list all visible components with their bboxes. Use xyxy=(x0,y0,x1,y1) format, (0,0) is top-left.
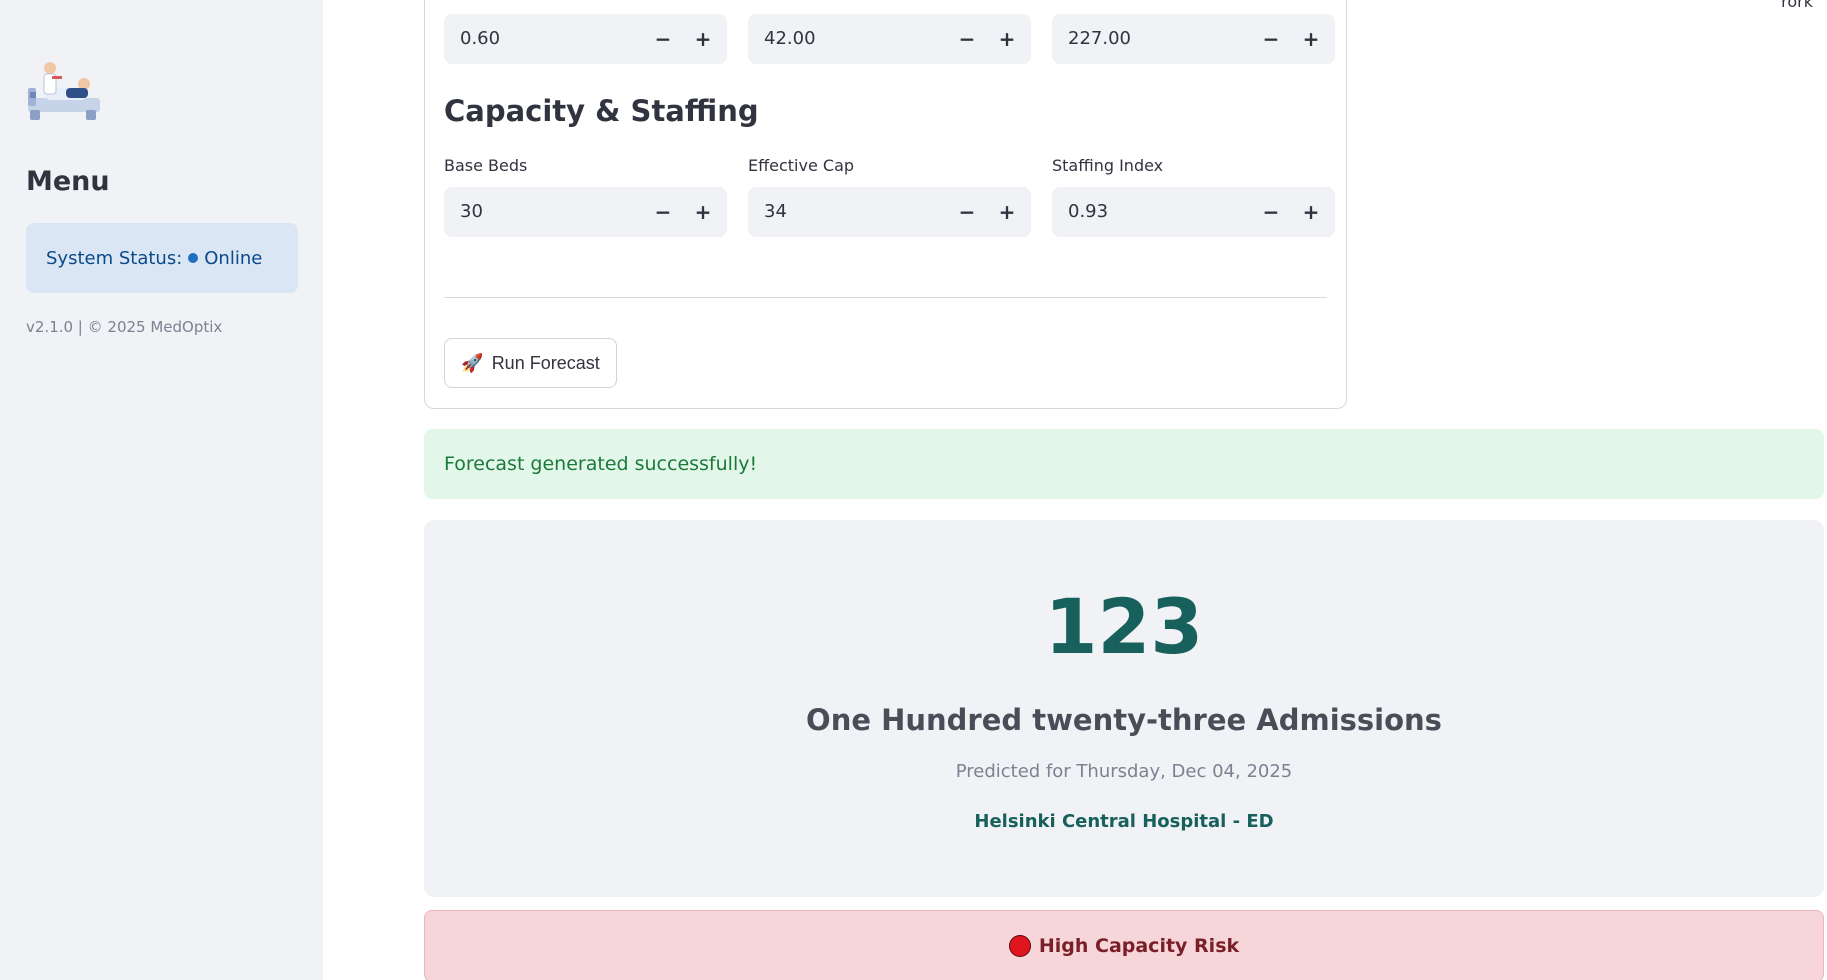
version-text: v2.1.0 | © 2025 MedOptix xyxy=(26,318,223,336)
decrement-button[interactable]: − xyxy=(1262,200,1280,224)
capacity-risk-alert: High Capacity Risk xyxy=(424,910,1824,980)
system-status-box: System Status: Online xyxy=(26,223,298,293)
forecast-result-card: 123 One Hundred twenty-three Admissions … xyxy=(424,520,1824,897)
increment-button[interactable]: + xyxy=(694,27,712,51)
increment-button[interactable]: + xyxy=(998,27,1016,51)
predicted-admissions-number: 123 xyxy=(1044,582,1204,671)
effective-cap-label: Effective Cap xyxy=(748,156,855,175)
status-value: Online xyxy=(204,247,263,269)
prediction-date: Predicted for Thursday, Dec 04, 2025 xyxy=(955,761,1293,782)
input-value[interactable]: 30 xyxy=(460,201,483,222)
increment-button[interactable]: + xyxy=(998,200,1016,224)
base-beds-input[interactable]: 30 − + xyxy=(444,187,727,237)
hospital-logo-icon xyxy=(26,58,104,124)
rocket-icon: 🚀 xyxy=(461,352,484,373)
increment-button[interactable]: + xyxy=(694,200,712,224)
base-beds-label: Base Beds xyxy=(444,156,528,175)
run-forecast-label: Run Forecast xyxy=(491,352,600,373)
input-value[interactable]: 34 xyxy=(764,201,787,222)
form-divider xyxy=(444,297,1327,298)
sidebar: Menu System Status: Online v2.1.0 | © 20… xyxy=(0,0,323,980)
status-dot-icon xyxy=(188,253,199,263)
menu-title: Menu xyxy=(26,166,110,197)
top-input-3[interactable]: 227.00 − + xyxy=(1052,14,1335,64)
top-input-2[interactable]: 42.00 − + xyxy=(748,14,1031,64)
success-message: Forecast generated successfully! xyxy=(444,453,758,475)
input-value[interactable]: 227.00 xyxy=(1068,28,1131,49)
decrement-button[interactable]: − xyxy=(958,200,976,224)
input-value[interactable]: 42.00 xyxy=(764,28,816,49)
input-value[interactable]: 0.93 xyxy=(1068,201,1109,222)
staffing-index-input[interactable]: 0.93 − + xyxy=(1052,187,1335,237)
decrement-button[interactable]: − xyxy=(654,200,672,224)
run-forecast-button[interactable]: 🚀 Run Forecast xyxy=(444,338,617,388)
decrement-button[interactable]: − xyxy=(958,27,976,51)
top-input-1[interactable]: 0.60 − + xyxy=(444,14,727,64)
capacity-section-title: Capacity & Staffing xyxy=(444,94,759,128)
status-label: System Status: xyxy=(46,247,183,269)
increment-button[interactable]: + xyxy=(1302,27,1320,51)
decrement-button[interactable]: − xyxy=(1262,27,1280,51)
risk-label: High Capacity Risk xyxy=(1038,935,1240,957)
effective-cap-input[interactable]: 34 − + xyxy=(748,187,1031,237)
top-right-text: rork xyxy=(1781,0,1813,11)
decrement-button[interactable]: − xyxy=(654,27,672,51)
red-circle-icon xyxy=(1008,935,1031,957)
hospital-name: Helsinki Central Hospital - ED xyxy=(974,811,1274,832)
success-alert: Forecast generated successfully! xyxy=(424,429,1824,499)
increment-button[interactable]: + xyxy=(1302,200,1320,224)
staffing-index-label: Staffing Index xyxy=(1052,156,1164,175)
predicted-admissions-words: One Hundred twenty-three Admissions xyxy=(806,703,1442,737)
input-value[interactable]: 0.60 xyxy=(460,28,501,49)
